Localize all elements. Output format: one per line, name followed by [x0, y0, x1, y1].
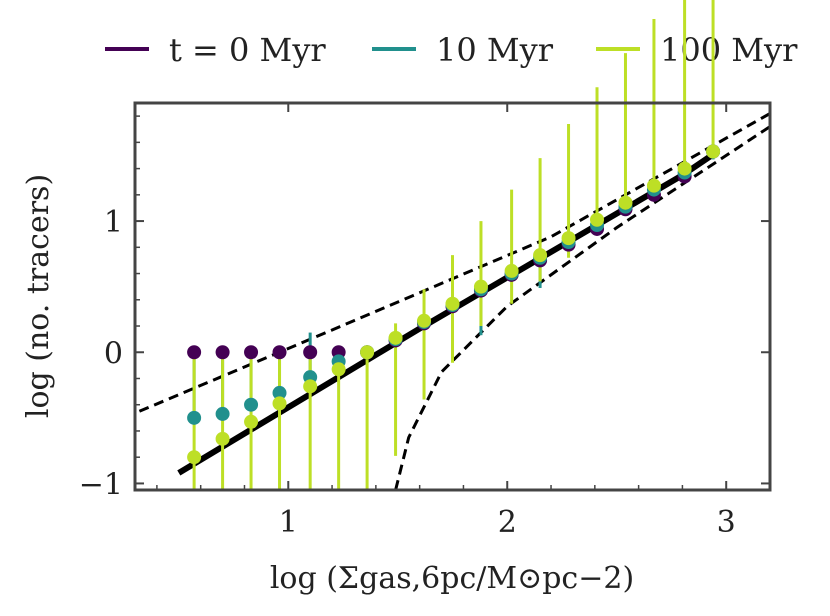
point-s3-14 [561, 231, 576, 246]
legend-label-3: 100 Myr [660, 31, 798, 69]
reference-lines [138, 112, 770, 490]
x-axis-label: log (Σgas,6pc/M⊙pc−2) [270, 561, 634, 596]
point-s3-2 [215, 431, 230, 446]
reference-line-2 [138, 112, 770, 413]
point-s3-1 [187, 450, 202, 465]
reference-line-1 [177, 149, 720, 476]
point-s3-3 [244, 414, 259, 429]
point-s2-4 [272, 385, 287, 400]
plot-frame [133, 101, 772, 492]
point-s1-3 [244, 345, 259, 360]
point-s3-19 [706, 144, 721, 159]
point-s3-18 [677, 161, 692, 176]
reference-line-3 [394, 125, 770, 490]
point-s3-6 [331, 362, 346, 377]
point-s3-5 [303, 379, 318, 394]
y-tick-label-1: −1 [79, 467, 123, 502]
point-s1-5 [303, 345, 318, 360]
legend-label-1: t = 0 Myr [169, 31, 326, 69]
point-s2-1 [187, 410, 202, 425]
axis-ticks: 1 2 3 −1 0 1 [79, 103, 771, 540]
point-s3-8 [388, 330, 403, 345]
point-s3-13 [533, 248, 548, 263]
point-s1-2 [215, 345, 230, 360]
point-s1-1 [187, 345, 202, 360]
x-tick-label-1: 1 [279, 505, 298, 540]
legend-label-2: 10 Myr [436, 31, 554, 69]
y-tick-label-3: 1 [104, 205, 123, 240]
x-tick-label-2: 2 [498, 505, 517, 540]
point-s3-17 [646, 178, 661, 193]
point-s2-2 [215, 406, 230, 421]
x-tick-label-3: 3 [717, 505, 736, 540]
data-markers [187, 144, 721, 465]
legend: t = 0 Myr 10 Myr 100 Myr [105, 31, 798, 69]
point-s3-16 [618, 195, 633, 210]
point-s3-10 [445, 296, 460, 311]
point-s3-12 [504, 263, 519, 278]
point-s3-15 [590, 212, 605, 227]
point-s3-9 [417, 313, 432, 328]
point-s3-4 [272, 396, 287, 411]
point-s3-11 [473, 279, 488, 294]
point-s2-3 [244, 397, 259, 412]
point-s1-4 [272, 345, 287, 360]
y-axis-label: log (no. tracers) [21, 174, 56, 418]
y-tick-label-2: 0 [104, 336, 123, 371]
point-s3-7 [360, 345, 375, 360]
